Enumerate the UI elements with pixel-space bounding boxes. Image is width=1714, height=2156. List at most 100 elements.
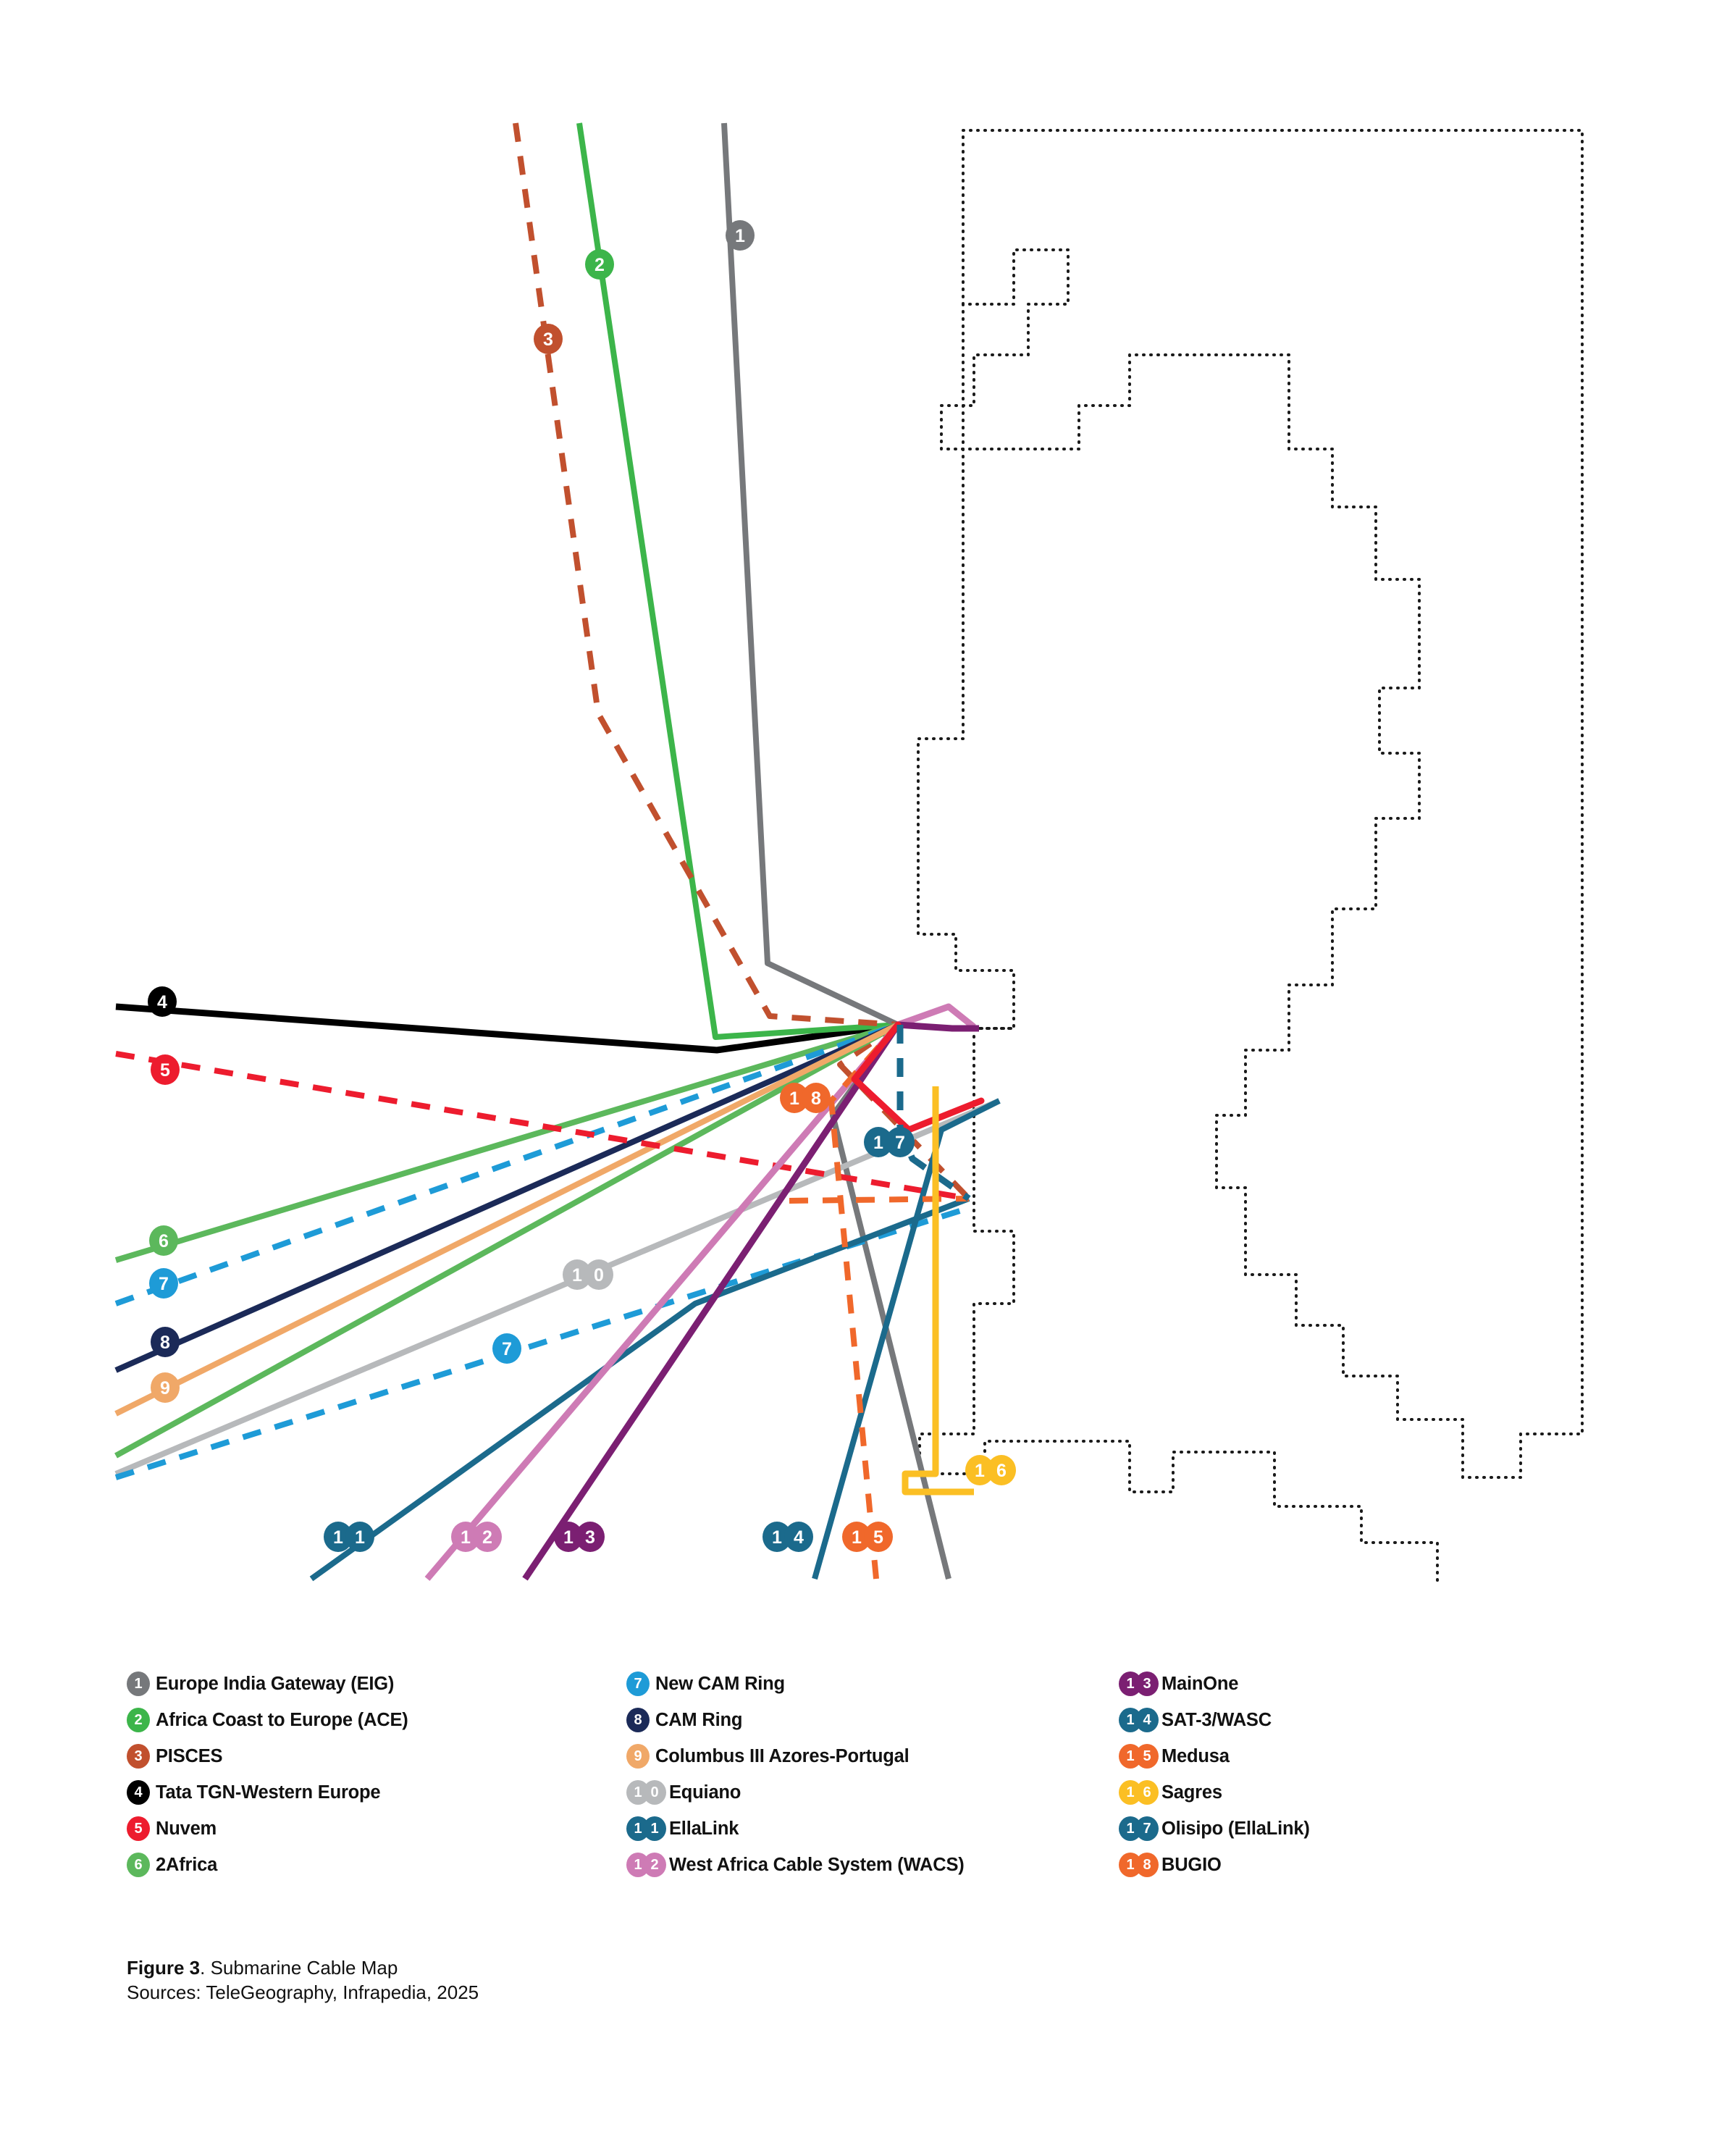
legend-item-12[interactable]: 1 2 West Africa Cable System (WACS) <box>626 1847 1126 1883</box>
legend-item-9[interactable]: 9 Columbus III Azores-Portugal <box>626 1738 1126 1774</box>
cable-route-3-pisces <box>513 122 899 1028</box>
cable-route-17-olisipo <box>896 1025 971 1201</box>
legend-badge-4: 4 <box>127 1780 150 1805</box>
legend-label-1: Europe India Gateway (EIG) <box>156 1673 395 1694</box>
map-marker-3[interactable]: 3 <box>534 324 563 354</box>
legend-item-3[interactable]: 3 PISCES <box>127 1738 634 1774</box>
marker-circle <box>451 1522 480 1552</box>
cable-route-4-tata-tgn-western-europe <box>115 1003 899 1054</box>
marker-digit: 1 <box>735 226 745 246</box>
legend-item-16[interactable]: 1 6 Sagres <box>1119 1774 1626 1811</box>
legend-label-15: Medusa <box>1161 1745 1230 1766</box>
cable-route-12-wacs <box>424 1003 976 1581</box>
marker-digit: 5 <box>873 1527 883 1548</box>
marker-digit: 4 <box>157 992 167 1012</box>
badge-digit: 6 <box>1135 1780 1159 1805</box>
marker-circle <box>864 1522 893 1552</box>
legend-item-13[interactable]: 1 3 MainOne <box>1119 1666 1626 1702</box>
map-marker-8[interactable]: 8 <box>151 1327 180 1357</box>
marker-circle <box>842 1522 871 1552</box>
marker-circle <box>563 1259 592 1290</box>
legend-label-2: Africa Coast to Europe (ACE) <box>156 1709 408 1730</box>
badge-digit: 2 <box>127 1708 150 1732</box>
map-marker-5[interactable]: 5 <box>151 1054 180 1085</box>
cable-route-14-sat3-wasc <box>812 1098 1001 1580</box>
marker-circle <box>148 986 177 1017</box>
legend-item-15[interactable]: 1 5 Medusa <box>1119 1738 1626 1774</box>
legend-item-5[interactable]: 5 Nuvem <box>127 1811 634 1847</box>
legend-badge-6: 6 <box>127 1853 150 1877</box>
legend-item-11[interactable]: 1 1 EllaLink <box>626 1811 1126 1847</box>
badge-digit: 3 <box>127 1744 150 1769</box>
map-marker-2[interactable]: 2 <box>585 249 614 280</box>
marker-digit: 5 <box>160 1060 170 1081</box>
badge-digit: 1 <box>127 1671 150 1696</box>
legend-item-4[interactable]: 4 Tata TGN-Western Europe <box>127 1774 634 1811</box>
marker-digit: 7 <box>159 1274 169 1294</box>
legend-badge-3: 3 <box>127 1744 150 1769</box>
marker-digit: 1 <box>333 1527 343 1548</box>
legend-item-1[interactable]: 1 Europe India Gateway (EIG) <box>127 1666 634 1702</box>
map-marker-1[interactable]: 1 <box>726 220 755 251</box>
legend-item-10[interactable]: 1 0 Equiano <box>626 1774 1126 1811</box>
cable-route-5-nuvem <box>115 1051 970 1201</box>
legend-label-6: 2Africa <box>156 1854 218 1875</box>
marker-circle <box>802 1083 831 1113</box>
legend-label-14: SAT-3/WASC <box>1161 1709 1272 1730</box>
marker-circle <box>473 1522 502 1552</box>
map-marker-6[interactable]: 6 <box>149 1225 178 1256</box>
cable-route-1-eig <box>721 122 951 1580</box>
marker-circle <box>576 1522 605 1552</box>
marker-digit: 3 <box>585 1527 595 1548</box>
badge-digit: 5 <box>127 1816 150 1841</box>
caption-figure-number: Figure 3 <box>127 1957 201 1979</box>
marker-digit: 0 <box>594 1265 604 1285</box>
map-marker-7b[interactable]: 7 <box>492 1333 521 1364</box>
coastline-outline <box>940 129 1584 1479</box>
badge-digit: 1 <box>643 1816 666 1841</box>
marker-circle <box>345 1522 374 1552</box>
cable-route-10-equiano <box>114 1098 1001 1477</box>
legend-badge-1: 1 <box>127 1671 150 1696</box>
legend-column-1: 1 Europe India Gateway (EIG) 2 Africa Coast… <box>127 1666 634 1883</box>
legend-item-18[interactable]: 1 8 BUGIO <box>1119 1847 1626 1883</box>
marker-digit: 4 <box>794 1527 804 1548</box>
marker-digit: 1 <box>461 1527 471 1548</box>
marker-circle <box>965 1455 994 1485</box>
legend-item-8[interactable]: 8 CAM Ring <box>626 1702 1126 1738</box>
legend-item-6[interactable]: 6 2Africa <box>127 1847 634 1883</box>
marker-circle <box>151 1372 180 1403</box>
map-marker-9[interactable]: 9 <box>151 1372 180 1403</box>
legend-item-17[interactable]: 1 7 Olisipo (EllaLink) <box>1119 1811 1626 1847</box>
cable-route-11-ellalink <box>309 1196 970 1582</box>
legend-item-14[interactable]: 1 4 SAT-3/WASC <box>1119 1702 1626 1738</box>
map-marker-4[interactable]: 4 <box>148 986 177 1017</box>
legend-item-7[interactable]: 7 New CAM Ring <box>626 1666 1126 1702</box>
marker-circle <box>585 249 614 280</box>
map-marker-7a[interactable]: 7 <box>149 1268 178 1299</box>
legend-item-2[interactable]: 2 Africa Coast to Europe (ACE) <box>127 1702 634 1738</box>
marker-circle <box>492 1333 521 1364</box>
badge-digit: 4 <box>127 1780 150 1805</box>
legend-label-8: CAM Ring <box>655 1709 743 1730</box>
marker-circle <box>149 1268 178 1299</box>
legend-label-11: EllaLink <box>669 1818 739 1839</box>
cable-route-15-medusa-east <box>789 1196 970 1204</box>
marker-circle <box>324 1522 353 1552</box>
cable-route-2-ace <box>576 122 899 1040</box>
marker-digit: 2 <box>595 255 605 275</box>
marker-circle <box>987 1455 1016 1485</box>
cable-route-6-2africa-south <box>114 1022 899 1459</box>
